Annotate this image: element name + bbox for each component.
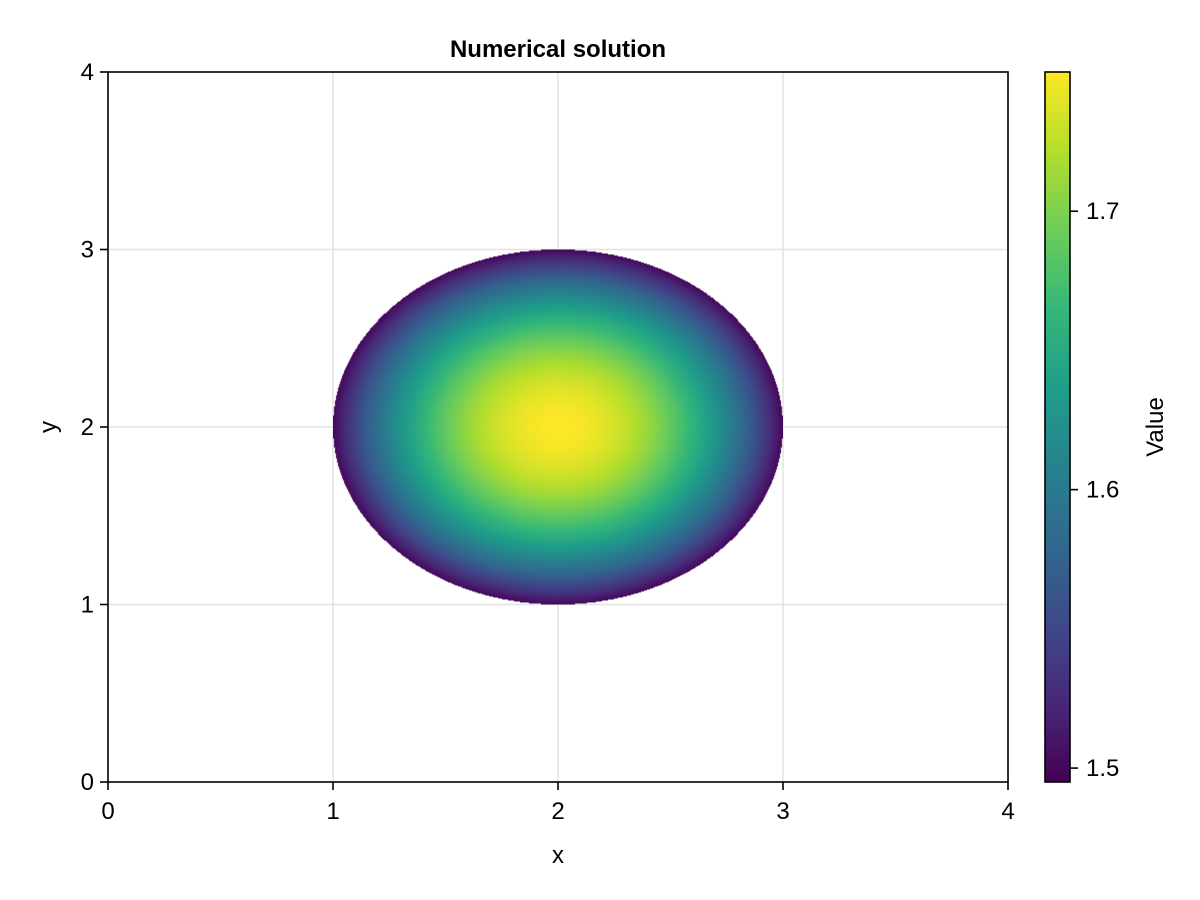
colorbar: 1.5 1.6 1.7 Value [1044, 71, 1169, 783]
y-tick-label: 4 [81, 59, 94, 86]
x-tick-label: 2 [551, 798, 564, 825]
colorbar-ticks: 1.5 1.6 1.7 [1070, 198, 1119, 782]
x-tick-label: 4 [1001, 798, 1014, 825]
x-axis: 0 1 2 3 4 [101, 782, 1015, 825]
y-axis: 0 1 2 3 4 [81, 59, 108, 796]
y-tick-label: 2 [81, 414, 94, 441]
colorbar-tick-label: 1.7 [1086, 198, 1119, 225]
colorbar-frame [1044, 71, 1071, 783]
colorbar-tick-label: 1.6 [1086, 477, 1119, 504]
colorbar-label: Value [1142, 397, 1169, 457]
plot-area [107, 71, 1009, 783]
x-tick-label: 0 [101, 798, 114, 825]
chart-title: Numerical solution [450, 36, 666, 63]
colorbar-gradient [1045, 72, 1070, 782]
y-axis-label: y [35, 421, 62, 433]
y-tick-label: 1 [81, 592, 94, 619]
x-tick-label: 3 [776, 798, 789, 825]
heatmap-image [333, 249, 783, 605]
x-axis-label: x [552, 842, 564, 869]
x-tick-label: 1 [326, 798, 339, 825]
y-tick-label: 3 [81, 237, 94, 264]
y-tick-label: 0 [81, 769, 94, 796]
colorbar-tick-label: 1.5 [1086, 755, 1119, 782]
